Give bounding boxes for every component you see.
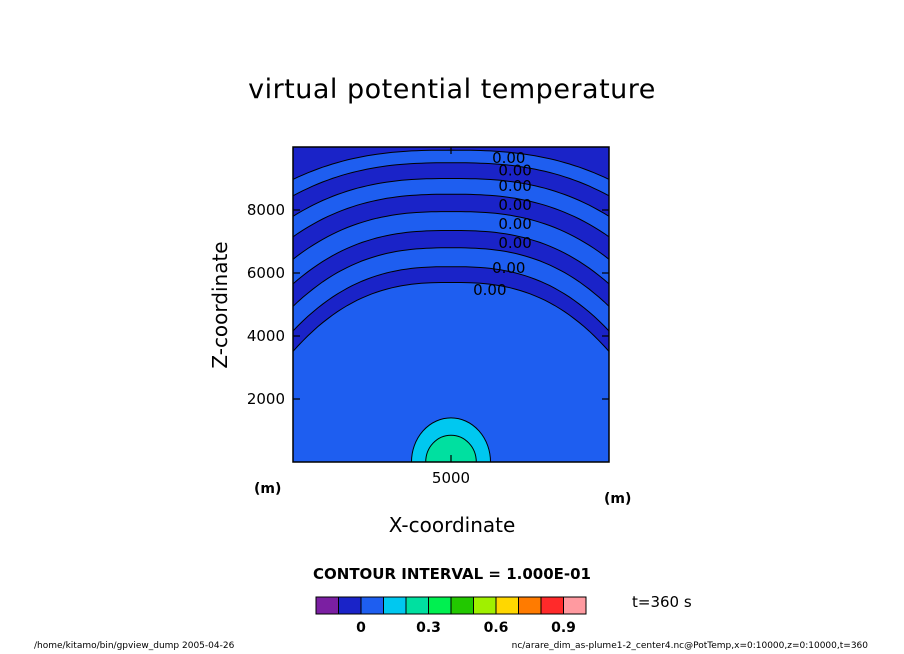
colorbar-swatch <box>495 596 519 615</box>
colorbar-swatch <box>563 596 587 615</box>
footer-right: nc/arare_dim_as-plume1-2_center4.nc@PotT… <box>511 641 868 651</box>
y-axis-label: Z-coordinate <box>208 241 232 369</box>
contour-line-label: 0.00 <box>473 281 506 299</box>
plume-contour <box>425 434 477 462</box>
contour-line <box>293 211 609 260</box>
y-tick-label: 6000 <box>247 264 285 282</box>
y-tick-label: 4000 <box>247 327 285 345</box>
colorbar-tick-label: 0 <box>356 620 366 636</box>
contour-line <box>293 230 609 285</box>
y-tick-label: 2000 <box>247 390 285 408</box>
colorbar-swatch <box>428 596 452 615</box>
contour-band <box>293 230 609 307</box>
time-label: t=360 s <box>632 593 692 611</box>
chart-title: virtual potential temperature <box>248 74 656 105</box>
y-axis-unit: (m) <box>254 481 282 497</box>
contour-interval-label: CONTOUR INTERVAL = 1.000E-01 <box>313 565 591 583</box>
contour-line-label: 0.00 <box>492 259 525 277</box>
contour-band <box>293 266 609 352</box>
contour-line-label: 0.00 <box>498 215 531 233</box>
contour-band <box>293 194 609 260</box>
contour-line <box>293 162 609 197</box>
colorbar-tick-label: 0.9 <box>551 620 576 636</box>
colorbar-tick-label: 0.3 <box>416 620 441 636</box>
colorbar-swatch <box>338 596 362 615</box>
x-axis-unit: (m) <box>604 491 632 507</box>
contour-line <box>293 178 609 217</box>
contour-field <box>293 147 609 462</box>
contour-line <box>293 282 609 352</box>
contour-line <box>293 266 609 332</box>
colorbar-swatch <box>473 596 497 615</box>
contour-line <box>293 247 609 307</box>
colorbar-swatch <box>405 596 429 615</box>
colorbar-tick-label: 0.6 <box>484 620 509 636</box>
x-tick-label: 5000 <box>432 469 470 487</box>
footer-left: /home/kitamo/bin/gpview_dump 2005-04-26 <box>34 641 235 651</box>
colorbar-swatch <box>360 596 384 615</box>
contour-band <box>293 162 609 217</box>
contour-line-label: 0.00 <box>492 149 525 167</box>
colorbar-swatch <box>450 596 474 615</box>
colorbar-swatch <box>383 596 407 615</box>
contour-line-label: 0.00 <box>498 177 531 195</box>
contour-line-label: 0.00 <box>498 196 531 214</box>
y-tick-label: 8000 <box>247 201 285 219</box>
colorbar-swatch <box>540 596 564 615</box>
contour-band <box>293 147 609 180</box>
contour-line <box>293 193 609 238</box>
x-axis-label: X-coordinate <box>388 513 516 537</box>
colorbar-swatch <box>315 596 339 615</box>
contour-line-label: 0.00 <box>498 161 531 179</box>
colorbar-swatch <box>518 596 542 615</box>
contour-line-label: 0.00 <box>498 234 531 252</box>
